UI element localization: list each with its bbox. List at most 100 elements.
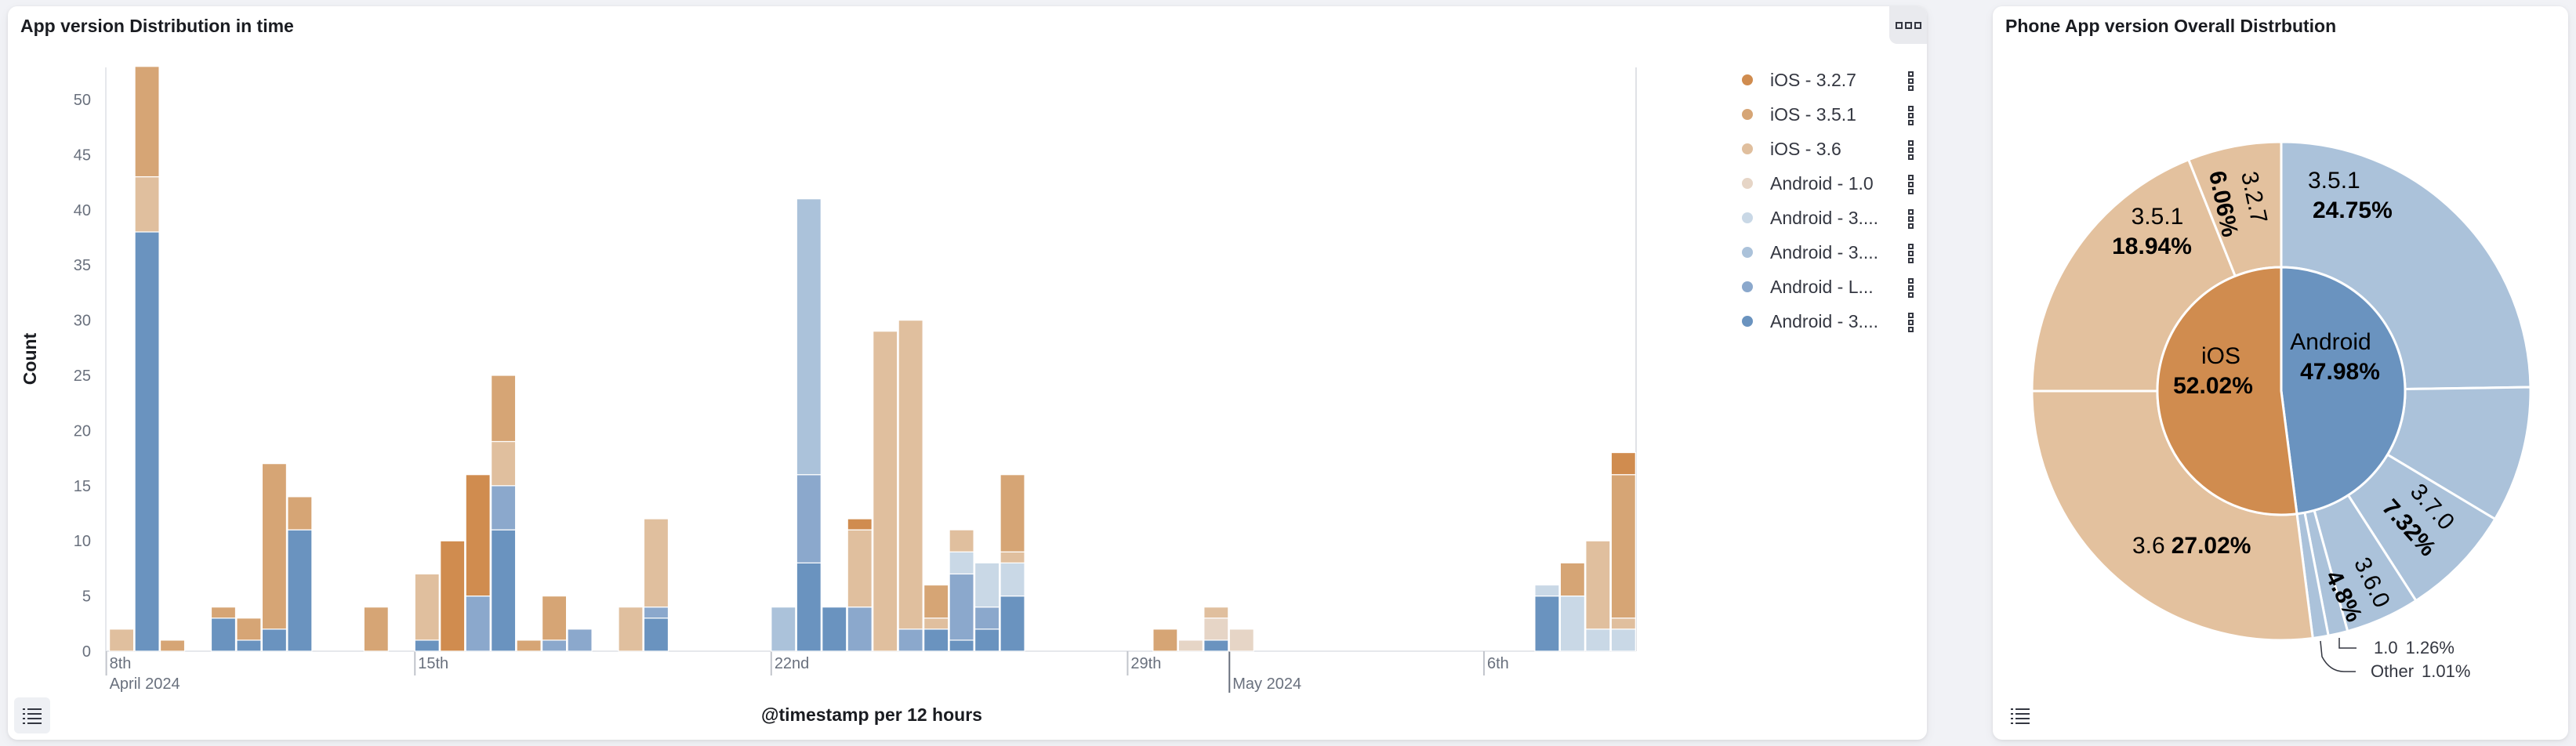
bar-segment[interactable]: [898, 628, 923, 652]
bar-segment[interactable]: [1177, 639, 1203, 652]
bar-segment[interactable]: [287, 496, 313, 531]
legend-item-actions-button[interactable]: [1908, 244, 1914, 263]
bar-segment[interactable]: [1534, 595, 1560, 652]
legend-item-actions-button[interactable]: [1908, 106, 1914, 125]
bar-segment[interactable]: [1585, 628, 1611, 652]
x-tick-label: 29th: [1130, 655, 1161, 672]
y-tick-label: 30: [74, 313, 91, 330]
bar-segment[interactable]: [1585, 540, 1611, 630]
bar-segment[interactable]: [1228, 628, 1254, 652]
x-tick-label: 15th: [418, 655, 448, 672]
bar-segment[interactable]: [949, 573, 974, 641]
legend-label: Android - L...: [1770, 276, 1874, 297]
bar-segment[interactable]: [1559, 562, 1585, 597]
bar-segment[interactable]: [974, 562, 1000, 608]
legend-item[interactable]: iOS - 3.2.7: [1732, 63, 1921, 97]
leader-line-other: [2320, 640, 2356, 672]
legend-item[interactable]: Android - 3....: [1732, 304, 1921, 339]
legend-item[interactable]: Android - L...: [1732, 270, 1921, 304]
bar-segment[interactable]: [1203, 607, 1229, 619]
legend-label: iOS - 3.2.7: [1770, 69, 1856, 90]
bar-segment[interactable]: [1152, 628, 1178, 652]
y-tick-label: 40: [74, 202, 91, 219]
ellipsis-box: [1904, 21, 1912, 29]
bar-segment[interactable]: [516, 639, 542, 652]
bar-segment[interactable]: [847, 607, 873, 652]
bar-segment[interactable]: [414, 573, 440, 641]
panel-title: Phone App version Overall Distrbution: [2005, 16, 2337, 36]
bar-segment[interactable]: [465, 474, 491, 597]
bar-segment[interactable]: [822, 607, 847, 652]
bar-segment[interactable]: [261, 463, 288, 630]
legend-item[interactable]: iOS - 3.5.1: [1732, 97, 1921, 132]
bar-segment[interactable]: [134, 176, 160, 233]
bar-segment[interactable]: [1203, 617, 1229, 641]
legend-item[interactable]: Android - 3....: [1732, 201, 1921, 235]
ellipsis-box: [1914, 21, 1921, 29]
overall-distribution-panel: Phone App version Overall Distrbution 3.…: [1993, 6, 2568, 740]
legend-item-actions-button[interactable]: [1908, 209, 1914, 229]
bar-segment[interactable]: [567, 628, 593, 652]
bar-segment[interactable]: [210, 617, 237, 652]
bar-segment[interactable]: [796, 474, 822, 563]
bar-segment[interactable]: [109, 628, 135, 652]
bar-segment[interactable]: [923, 584, 949, 619]
y-axis-label: Count: [20, 332, 40, 385]
panel-options-button[interactable]: [1889, 6, 1927, 44]
series-color-dot: [1742, 74, 1753, 85]
legend-toggle-button[interactable]: [2002, 697, 2038, 733]
legend-toggle-button[interactable]: [14, 697, 50, 733]
bar-segment[interactable]: [134, 66, 160, 178]
legend-item-actions-button[interactable]: [1908, 140, 1914, 160]
legend-item[interactable]: iOS - 3.6: [1732, 132, 1921, 166]
bar-segment[interactable]: [847, 518, 873, 531]
bar-segment[interactable]: [440, 540, 466, 652]
bar-segment[interactable]: [974, 607, 1000, 630]
label-ios-3.6: 3.6 27.02%: [2132, 533, 2251, 559]
bar-segment[interactable]: [287, 529, 313, 652]
label-android-1.0: 1.0 1.26%: [2374, 638, 2454, 657]
bar-segment[interactable]: [873, 331, 898, 652]
series-color-dot: [1742, 143, 1753, 154]
bar-segment[interactable]: [491, 440, 517, 487]
legend-item-actions-button[interactable]: [1908, 278, 1914, 298]
bar-segment[interactable]: [363, 607, 389, 652]
legend-item-actions-button[interactable]: [1908, 175, 1914, 194]
legend-item-actions-button[interactable]: [1908, 313, 1914, 332]
bar-segment[interactable]: [491, 375, 517, 443]
bar-segment[interactable]: [465, 595, 491, 652]
bar-segment[interactable]: [541, 595, 568, 641]
bar-segment[interactable]: [949, 529, 974, 552]
inner-slice[interactable]: [2156, 266, 2298, 516]
bar-segment[interactable]: [491, 485, 517, 531]
bar-segment[interactable]: [1000, 562, 1025, 597]
bar-segment[interactable]: [643, 617, 669, 652]
legend-item-actions-button[interactable]: [1908, 71, 1914, 91]
bar-segment[interactable]: [1610, 451, 1636, 476]
bar-segment[interactable]: [1610, 628, 1636, 652]
bar-segment[interactable]: [796, 562, 822, 652]
list-icon: [2011, 708, 2030, 724]
legend-item[interactable]: Android - 3....: [1732, 235, 1921, 270]
bar-segment[interactable]: [1610, 474, 1636, 619]
inner-slice[interactable]: [2280, 266, 2407, 516]
series-color-dot: [1742, 316, 1753, 327]
bar-segment[interactable]: [796, 198, 822, 476]
bar-segment[interactable]: [1000, 474, 1025, 552]
legend-item[interactable]: Android - 1.0: [1732, 166, 1921, 201]
label-ios-3.5.1: 3.5.1: [2132, 204, 2184, 230]
bar-segment[interactable]: [847, 529, 873, 608]
y-tick-label: 5: [82, 588, 91, 606]
bar-segment[interactable]: [236, 617, 262, 641]
bar-segment[interactable]: [491, 529, 517, 652]
bar-segment[interactable]: [771, 607, 796, 652]
bar-segment[interactable]: [159, 639, 186, 652]
x-axis-label: @timestamp per 12 hours: [761, 704, 982, 725]
bar-segment[interactable]: [643, 518, 669, 608]
bar-segment[interactable]: [1534, 584, 1560, 597]
bar-segment[interactable]: [210, 607, 237, 619]
bar-segment[interactable]: [898, 320, 923, 630]
bar-segment[interactable]: [618, 607, 644, 652]
series-color-dot: [1742, 281, 1753, 292]
